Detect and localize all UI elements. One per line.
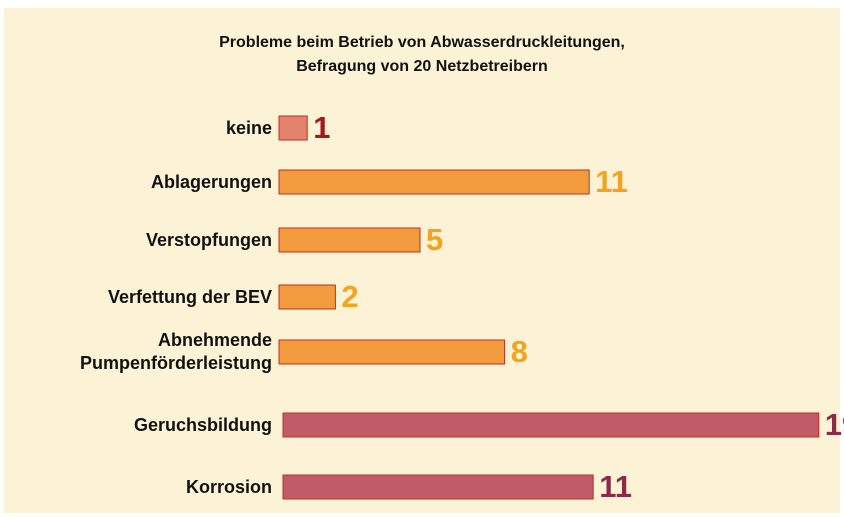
chart-subtitle: Befragung von 20 Netzbetreibern (296, 58, 548, 75)
bar (282, 474, 594, 500)
value-label: 11 (595, 164, 628, 199)
category-label: keine (225, 117, 272, 138)
value-label: 11 (599, 469, 632, 504)
bar (278, 227, 421, 253)
value-label: 19 (825, 407, 844, 442)
value-label: 8 (511, 334, 528, 369)
bar (278, 115, 308, 141)
chart-title: Probleme beim Betrieb von Abwasserdruckl… (219, 34, 625, 51)
bar (282, 412, 820, 438)
value-label: 2 (341, 279, 358, 314)
category-label: Ablagerungen (150, 171, 272, 192)
category-label: Geruchsbildung (133, 414, 272, 435)
value-label: 5 (426, 222, 443, 257)
category-label: Abnehmende Pumpenförderleistung (79, 330, 272, 373)
category-label: Verfettung der BEV (107, 286, 272, 307)
bar (278, 284, 336, 310)
bar (278, 339, 506, 365)
category-label: Korrosion (185, 476, 272, 497)
value-label: 1 (313, 110, 330, 145)
category-label: Verstopfungen (145, 229, 272, 250)
bar (278, 169, 590, 195)
